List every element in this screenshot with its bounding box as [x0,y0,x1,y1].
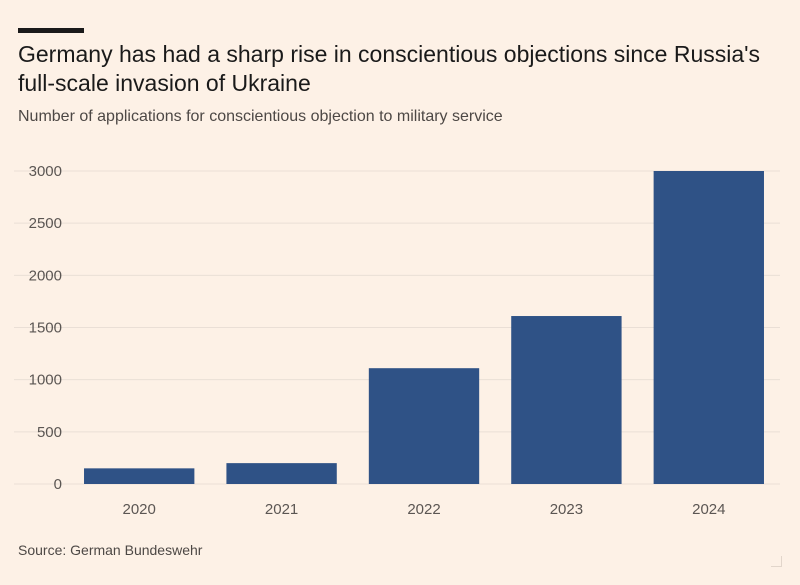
x-axis-ticks: 2020 2021 2022 2023 2024 [123,501,726,518]
chart-subtitle: Number of applications for conscientious… [18,108,503,125]
y-tick-label: 1000 [29,372,62,389]
source-note: Source: German Bundeswehr [18,542,203,558]
x-tick-label: 2021 [265,501,298,518]
y-tick-label: 2500 [29,215,62,232]
y-tick-label: 1500 [29,320,62,337]
bar-2022 [368,368,480,484]
bars [84,171,764,484]
corner-mark [771,556,782,567]
bar-2021 [226,463,337,484]
y-tick-label: 500 [37,424,62,441]
x-tick-label: 2022 [407,501,440,518]
x-tick-label: 2020 [123,501,156,518]
bar-2020 [84,468,195,484]
y-axis-ticks: 0 500 1000 1500 2000 2500 3000 [29,163,62,493]
bar-2024 [653,171,764,484]
x-tick-label: 2023 [550,501,583,518]
top-rule [18,28,84,33]
y-tick-label: 0 [54,476,62,493]
y-tick-label: 3000 [29,163,62,180]
chart-title: Germany has had a sharp rise in conscien… [18,41,761,96]
x-tick-label: 2024 [692,501,725,518]
y-tick-label: 2000 [29,267,62,284]
bar-2023 [511,316,622,484]
